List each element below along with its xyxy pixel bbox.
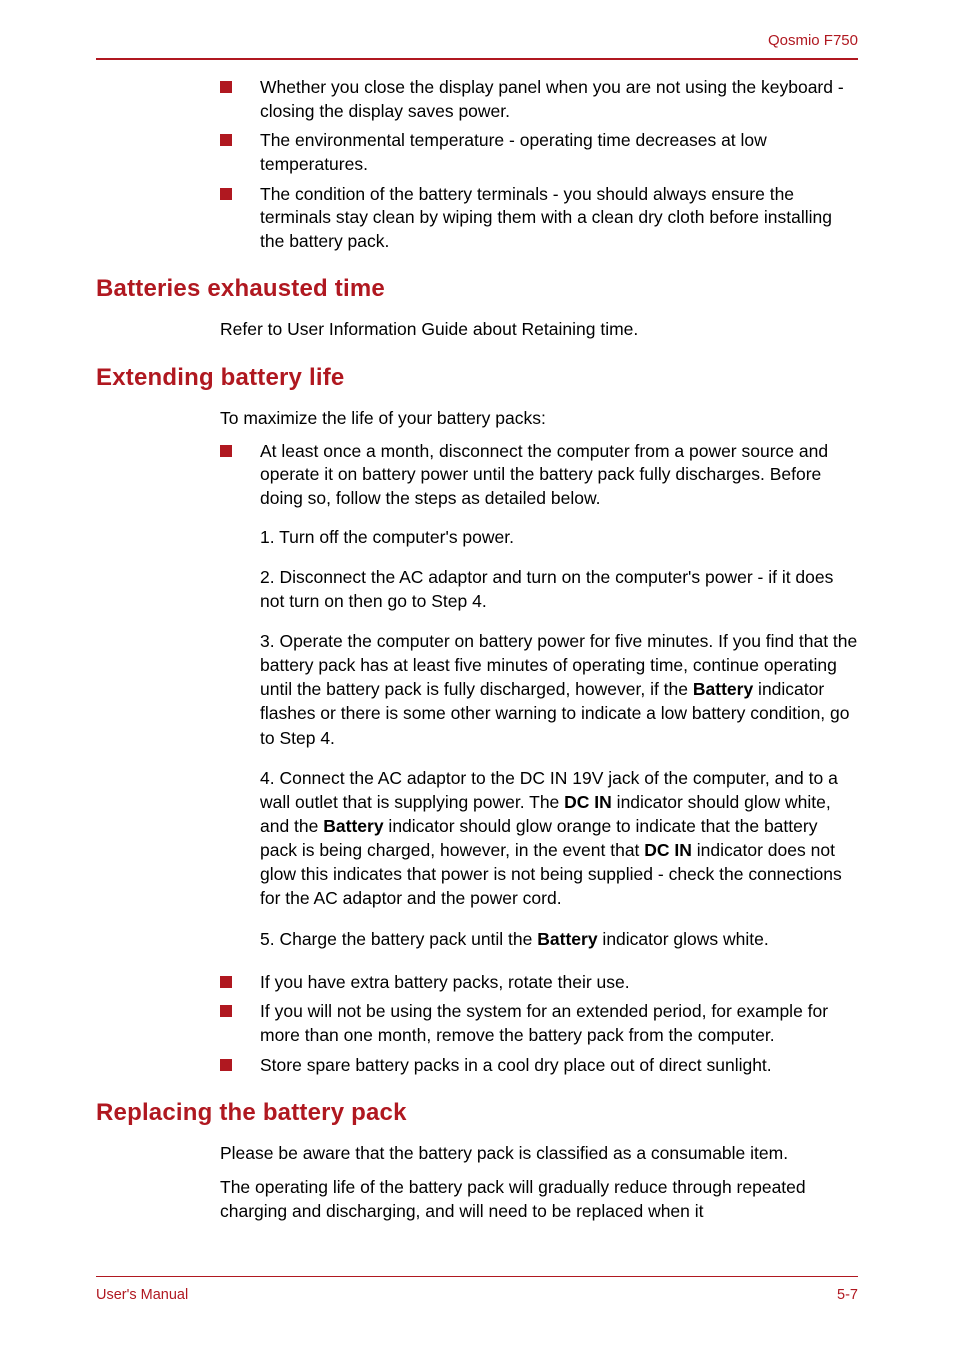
extending-main-bullet: At least once a month, disconnect the co… — [220, 440, 858, 511]
square-bullet-icon — [220, 134, 232, 146]
para-extending-intro: To maximize the life of your battery pac… — [220, 406, 858, 430]
step-5-bold: Battery — [537, 929, 597, 949]
square-bullet-icon — [220, 445, 232, 457]
header-rule — [96, 58, 858, 60]
heading-batteries-exhausted: Batteries exhausted time — [96, 275, 858, 303]
list-item: The condition of the battery terminals -… — [220, 183, 858, 254]
square-bullet-icon — [220, 1005, 232, 1017]
list-item: If you will not be using the system for … — [220, 1000, 858, 1047]
bullet-text: The condition of the battery terminals -… — [260, 183, 858, 254]
para-replacing-2: The operating life of the battery pack w… — [220, 1175, 858, 1223]
bullet-text: The environmental temperature - operatin… — [260, 129, 858, 176]
heading-extending-life: Extending battery life — [96, 364, 858, 392]
bullet-text: Store spare battery packs in a cool dry … — [260, 1054, 772, 1078]
footer-rule — [96, 1276, 858, 1278]
footer-left: User's Manual — [96, 1287, 188, 1303]
bullet-text: Whether you close the display panel when… — [260, 76, 858, 123]
header-product: Qosmio F750 — [768, 32, 858, 49]
bullet-text: If you have extra battery packs, rotate … — [260, 971, 630, 995]
para-replacing-1: Please be aware that the battery pack is… — [220, 1141, 858, 1165]
top-bullet-list: Whether you close the display panel when… — [220, 76, 858, 253]
footer: User's Manual 5-7 — [96, 1276, 858, 1304]
footer-page-number: 5-7 — [837, 1287, 858, 1303]
step-4-b3: DC IN — [644, 840, 692, 860]
step-5-pre: 5. Charge the battery pack until the — [260, 929, 537, 949]
bullet-text: At least once a month, disconnect the co… — [260, 440, 858, 511]
step-3-bold: Battery — [693, 679, 753, 699]
step-5-post: indicator glows white. — [598, 929, 769, 949]
footer-row: User's Manual 5-7 — [96, 1287, 858, 1303]
step-3: 3. Operate the computer on battery power… — [260, 629, 858, 750]
step-5: 5. Charge the battery pack until the Bat… — [260, 927, 858, 951]
para-exhausted: Refer to User Information Guide about Re… — [220, 317, 858, 341]
square-bullet-icon — [220, 188, 232, 200]
list-item: If you have extra battery packs, rotate … — [220, 971, 858, 995]
list-item: Whether you close the display panel when… — [220, 76, 858, 123]
square-bullet-icon — [220, 81, 232, 93]
heading-replacing-pack: Replacing the battery pack — [96, 1099, 858, 1127]
extending-tail-bullets: If you have extra battery packs, rotate … — [220, 971, 858, 1078]
bullet-text: If you will not be using the system for … — [260, 1000, 858, 1047]
step-4-b1: DC IN — [564, 792, 612, 812]
step-2: 2. Disconnect the AC adaptor and turn on… — [260, 565, 858, 613]
content-area: Whether you close the display panel when… — [96, 76, 858, 1234]
square-bullet-icon — [220, 976, 232, 988]
page: Qosmio F750 Whether you close the displa… — [0, 0, 954, 1345]
step-4-b2: Battery — [323, 816, 383, 836]
square-bullet-icon — [220, 1059, 232, 1071]
list-item: At least once a month, disconnect the co… — [220, 440, 858, 511]
list-item: Store spare battery packs in a cool dry … — [220, 1054, 858, 1078]
list-item: The environmental temperature - operatin… — [220, 129, 858, 176]
step-1: 1. Turn off the computer's power. — [260, 525, 858, 549]
step-4: 4. Connect the AC adaptor to the DC IN 1… — [260, 766, 858, 911]
